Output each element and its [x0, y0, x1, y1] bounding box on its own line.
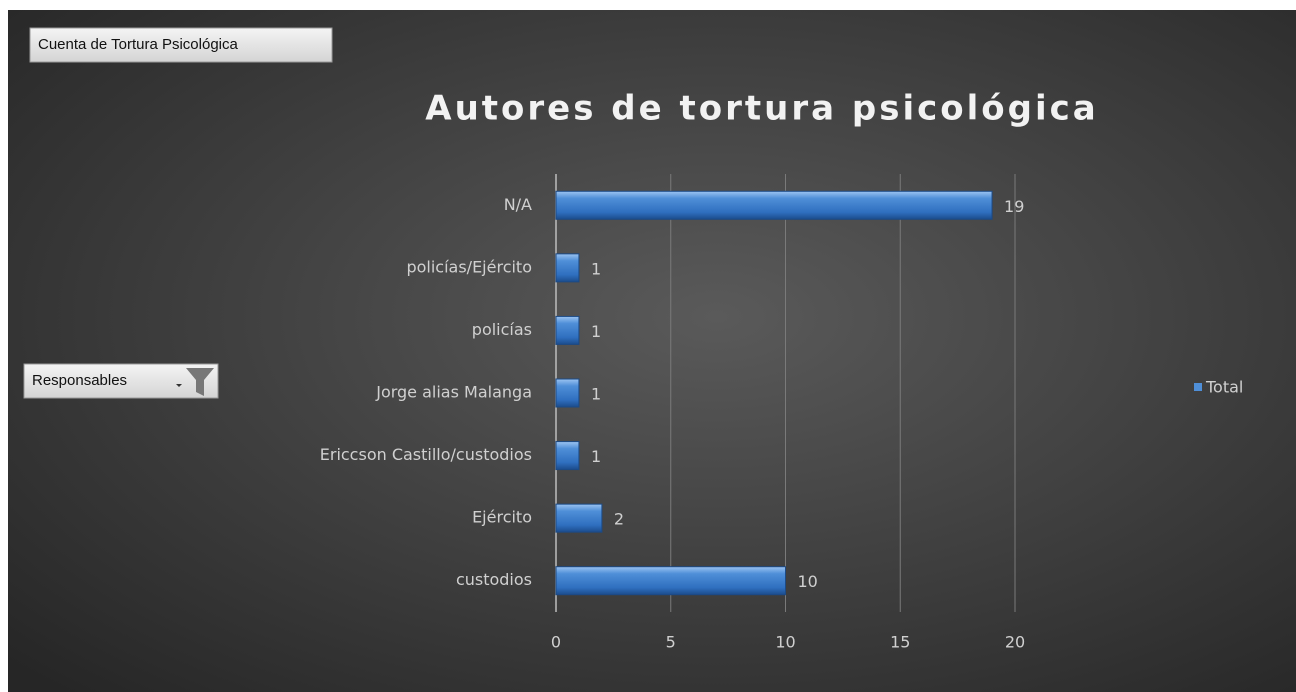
y-tick-label: Ericcson Castillo/custodios	[320, 445, 532, 464]
x-tick-label: 15	[890, 633, 910, 652]
data-label: 19	[1004, 197, 1024, 216]
y-tick-label: Jorge alias Malanga	[375, 383, 532, 402]
data-label: 10	[798, 572, 818, 591]
y-tick-label: Ejército	[472, 508, 532, 527]
data-label: 1	[591, 447, 601, 466]
bar	[555, 503, 603, 533]
y-tick-label: custodios	[456, 570, 532, 589]
bar	[555, 441, 580, 471]
value-field-button[interactable]	[29, 27, 333, 63]
data-label: 1	[591, 385, 601, 404]
data-label: 1	[591, 259, 601, 278]
x-tick-label: 5	[666, 633, 676, 652]
bar	[555, 566, 786, 596]
filter-field-button[interactable]	[23, 363, 219, 399]
filter-field-label: Responsables	[32, 372, 127, 389]
bar	[555, 378, 580, 408]
y-tick-label: policías	[472, 320, 532, 339]
x-tick-label: 0	[551, 633, 561, 652]
y-tick-label: N/A	[504, 195, 532, 214]
chart-title: Autores de tortura psicológica	[425, 89, 1099, 129]
filter-icon	[186, 368, 214, 396]
value-field-label: Cuenta de Tortura Psicológica	[38, 36, 238, 53]
bar	[555, 253, 580, 283]
bar	[555, 190, 993, 220]
bar	[555, 315, 580, 345]
legend-marker	[1194, 383, 1202, 391]
y-tick-label: policías/Ejército	[406, 257, 532, 276]
legend-label: Total	[1205, 378, 1243, 397]
x-tick-label: 10	[775, 633, 795, 652]
data-label: 2	[614, 510, 624, 529]
data-label: 1	[591, 322, 601, 341]
x-tick-label: 20	[1005, 633, 1025, 652]
dropdown-arrow	[176, 384, 182, 387]
